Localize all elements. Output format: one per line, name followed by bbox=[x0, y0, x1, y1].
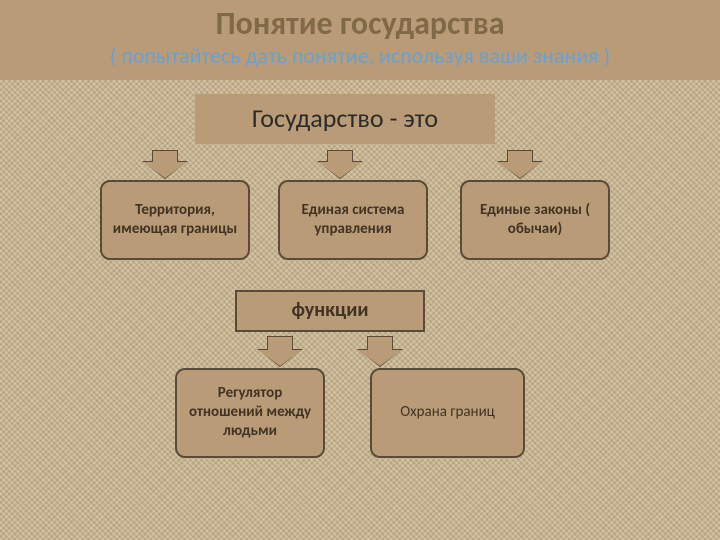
header-band: Понятие государства ( попытайтесь дать п… bbox=[0, 0, 720, 80]
arrow-to-child-0 bbox=[143, 150, 187, 178]
attribute-box-0: Территория, имеющая границы bbox=[100, 180, 250, 260]
arrow-to-function-1 bbox=[358, 336, 402, 366]
functions-label-box: функции bbox=[235, 290, 425, 332]
page-subtitle: ( попытайтесь дать понятие, используя ва… bbox=[20, 43, 700, 69]
function-box-0: Регулятор отношений между людьми bbox=[175, 368, 325, 458]
arrow-to-function-0 bbox=[258, 336, 302, 366]
diagram-stage: Государство - это Территория, имеющая гра… bbox=[0, 80, 720, 530]
root-concept-box: Государство - это bbox=[195, 94, 495, 144]
attribute-box-2: Единые законы ( обычаи) bbox=[460, 180, 610, 260]
attribute-box-1: Единая система управления bbox=[278, 180, 428, 260]
function-box-1: Охрана границ bbox=[370, 368, 525, 458]
arrow-to-child-2 bbox=[498, 150, 542, 178]
page-title: Понятие государства bbox=[20, 6, 700, 41]
arrow-to-child-1 bbox=[318, 150, 362, 178]
